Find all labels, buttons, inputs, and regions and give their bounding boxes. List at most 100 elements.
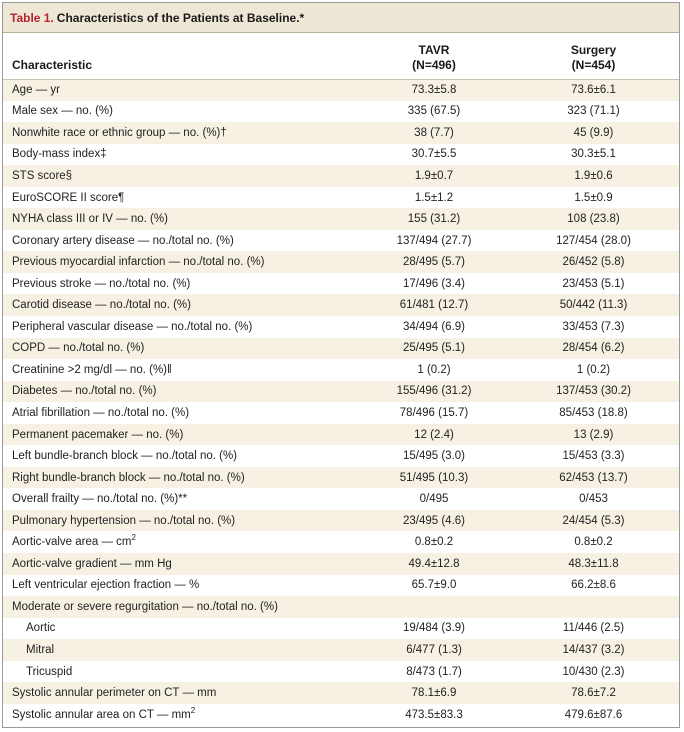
table-row: Creatinine >2 mg/dl — no. (%)‖ 1 (0.2) 1 (… bbox=[3, 359, 679, 381]
table-row: Atrial fibrillation — no./total no. (%) 7… bbox=[3, 402, 679, 424]
row-label: Tricuspid bbox=[3, 661, 360, 683]
row-label: Carotid disease — no./total no. (%) bbox=[3, 294, 360, 316]
table-row: Diabetes — no./total no. (%) 155/496 (31.… bbox=[3, 380, 679, 403]
tavr-value: 78.1±6.9 bbox=[411, 687, 457, 700]
row-label-text: Creatinine >2 mg/dl — no. (%)‖ bbox=[12, 363, 172, 376]
tavr-value: 155/496 (31.2) bbox=[396, 385, 472, 398]
row-label-text: Overall frailty — no./total no. (%)** bbox=[12, 493, 188, 506]
tavr-value: 28/495 (5.7) bbox=[402, 256, 465, 269]
row-label-text: Peripheral vascular disease — no./total … bbox=[12, 320, 253, 333]
row-label: Coronary artery disease — no./total no. … bbox=[3, 230, 360, 252]
tavr-value: 0/495 bbox=[419, 493, 449, 506]
surgery-value: 23/453 (5.1) bbox=[562, 277, 625, 290]
surgery-value: 33/453 (7.3) bbox=[562, 320, 625, 333]
row-label: NYHA class III or IV — no. (%) bbox=[3, 208, 360, 230]
row-label-text: Aortic bbox=[26, 622, 56, 635]
row-label-text: Age — yr bbox=[12, 84, 60, 97]
row-label-text: Previous stroke — no./total no. (%) bbox=[12, 277, 191, 290]
row-label: STS score§ bbox=[3, 165, 360, 187]
row-label: Systolic annular area on CT — mm2 bbox=[3, 704, 360, 726]
table-row: Body-mass index‡ 30.7±5.5 30.3±5.1 bbox=[3, 143, 679, 166]
surgery-value: 1.5±0.9 bbox=[574, 191, 613, 204]
table-row: Age — yr 73.3±5.8 73.6±6.1 bbox=[3, 79, 679, 101]
surgery-value: 1 (0.2) bbox=[576, 363, 611, 376]
row-label-text: Left bundle-branch block — no./total no.… bbox=[12, 450, 238, 463]
row-label: Aortic-valve gradient — mm Hg bbox=[3, 553, 360, 575]
row-label: Body-mass index‡ bbox=[3, 144, 360, 166]
tavr-value: 19/484 (3.9) bbox=[402, 622, 465, 635]
row-label: Age — yr bbox=[3, 79, 360, 101]
table-row: Systolic annular area on CT — mm2 473.5±8… bbox=[3, 703, 679, 726]
surgery-value bbox=[508, 596, 679, 618]
surgery-value: 14/437 (3.2) bbox=[562, 643, 625, 656]
table-row: Aortic-valve gradient — mm Hg 49.4±12.8 48… bbox=[3, 553, 679, 575]
header-surgery-n: (N=454) bbox=[571, 57, 616, 72]
row-label: Aortic bbox=[3, 618, 360, 640]
row-label-text: Diabetes — no./total no. (%) bbox=[12, 385, 157, 398]
row-label-text: Permanent pacemaker — no. (%) bbox=[12, 428, 184, 441]
surgery-value: 11/446 (2.5) bbox=[562, 622, 625, 635]
tavr-value bbox=[360, 596, 508, 618]
table-row: COPD — no./total no. (%) 25/495 (5.1) 28/4… bbox=[3, 337, 679, 360]
table-row: Moderate or severe regurgitation — no./t… bbox=[3, 596, 679, 618]
table-row: Systolic annular perimeter on CT — mm 78.… bbox=[3, 682, 679, 704]
table-row: Peripheral vascular disease — no./total … bbox=[3, 316, 679, 338]
surgery-value: 30.3±5.1 bbox=[571, 148, 616, 161]
header-tavr-name: TAVR bbox=[418, 42, 450, 57]
row-label: Moderate or severe regurgitation — no./t… bbox=[3, 596, 360, 618]
row-label-text: Nonwhite race or ethnic group — no. (%)† bbox=[12, 126, 227, 139]
table-row: Tricuspid 8/473 (1.7) 10/430 (2.3) bbox=[3, 660, 679, 683]
row-label-text: Systolic annular perimeter on CT — mm bbox=[12, 687, 217, 700]
row-label: Systolic annular perimeter on CT — mm bbox=[3, 682, 360, 704]
header-row: Characteristic TAVR (N=496) Surgery (N=4… bbox=[3, 33, 679, 79]
row-label: Diabetes — no./total no. (%) bbox=[3, 381, 360, 403]
row-label-text: Aortic-valve area — cm bbox=[12, 536, 132, 549]
row-label-text: Right bundle-branch block — no./total no… bbox=[12, 471, 245, 484]
table-row: NYHA class III or IV — no. (%) 155 (31.2)… bbox=[3, 208, 679, 230]
row-label: Previous stroke — no./total no. (%) bbox=[3, 273, 360, 295]
tavr-value: 8/473 (1.7) bbox=[406, 665, 462, 678]
table-row: Carotid disease — no./total no. (%) 61/48… bbox=[3, 294, 679, 317]
tavr-value: 25/495 (5.1) bbox=[402, 342, 465, 355]
row-label: Creatinine >2 mg/dl — no. (%)‖ bbox=[3, 359, 360, 381]
tavr-value: 12 (2.4) bbox=[414, 428, 454, 441]
header-surgery: Surgery (N=454) bbox=[508, 33, 679, 79]
tavr-value: 49.4±12.8 bbox=[408, 557, 460, 570]
table-row: STS score§ 1.9±0.7 1.9±0.6 bbox=[3, 165, 679, 187]
table-row: Aortic 19/484 (3.9) 11/446 (2.5) bbox=[3, 617, 679, 640]
table-number: Table 1. bbox=[10, 10, 54, 25]
surgery-value: 0.8±0.2 bbox=[574, 536, 613, 549]
surgery-value: 73.6±6.1 bbox=[571, 84, 616, 97]
tavr-value: 73.3±5.8 bbox=[411, 84, 457, 97]
table-caption: Table 1. Characteristics of the Patients… bbox=[3, 3, 679, 33]
row-label-text: Mitral bbox=[26, 643, 55, 656]
tavr-value: 65.7±9.0 bbox=[411, 579, 457, 592]
row-label: Mitral bbox=[3, 639, 360, 661]
tavr-value: 51/495 (10.3) bbox=[399, 471, 469, 484]
surgery-value: 48.3±11.8 bbox=[568, 557, 619, 570]
row-label-text: Previous myocardial infarction — no./tot… bbox=[12, 256, 265, 269]
characteristics-table: Characteristic TAVR (N=496) Surgery (N=4… bbox=[3, 33, 679, 726]
row-label-text: Pulmonary hypertension — no./total no. (… bbox=[12, 514, 236, 527]
unit-superscript: 2 bbox=[190, 705, 196, 715]
tavr-value: 23/495 (4.6) bbox=[402, 514, 465, 527]
table-row: Male sex — no. (%) 335 (67.5) 323 (71.1) bbox=[3, 100, 679, 123]
tavr-value: 0.8±0.2 bbox=[414, 536, 454, 549]
row-label: Left ventricular ejection fraction — % bbox=[3, 575, 360, 597]
surgery-value: 323 (71.1) bbox=[567, 105, 620, 118]
row-label: Left bundle-branch block — no./total no.… bbox=[3, 445, 360, 467]
row-label: Nonwhite race or ethnic group — no. (%)† bbox=[3, 122, 360, 144]
tavr-value: 1.9±0.7 bbox=[414, 169, 454, 182]
surgery-value: 78.6±7.2 bbox=[571, 687, 616, 700]
table-row: Permanent pacemaker — no. (%) 12 (2.4) 13 … bbox=[3, 423, 679, 446]
row-label: Permanent pacemaker — no. (%) bbox=[3, 424, 360, 446]
row-label-text: Carotid disease — no./total no. (%) bbox=[12, 299, 191, 312]
surgery-value: 127/454 (28.0) bbox=[556, 234, 631, 247]
table-row: Previous myocardial infarction — no./tot… bbox=[3, 251, 679, 273]
row-label-text: Moderate or severe regurgitation — no./t… bbox=[12, 600, 278, 613]
row-label-text: Coronary artery disease — no./total no. … bbox=[12, 234, 234, 247]
header-characteristic: Characteristic bbox=[12, 57, 93, 72]
tavr-value: 38 (7.7) bbox=[414, 126, 454, 139]
row-label-text: Atrial fibrillation — no./total no. (%) bbox=[12, 406, 190, 419]
